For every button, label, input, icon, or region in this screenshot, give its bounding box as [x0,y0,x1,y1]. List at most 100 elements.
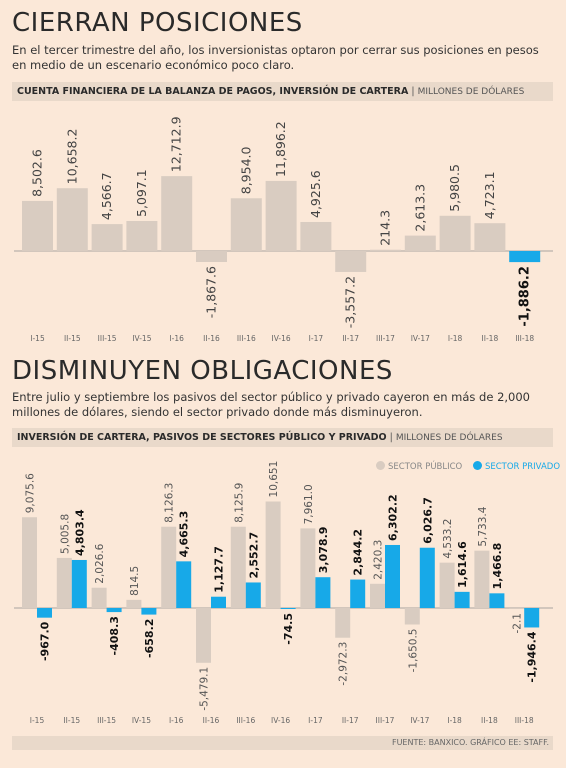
chart1-bar [230,198,262,251]
chart2-x-tick: I-15 [30,716,45,725]
chart2-data-label-private: -1,946.4 [526,631,539,683]
chart2-bar-private [315,577,331,608]
chart2-x-tick: IV-17 [410,716,429,725]
chart1-bar [126,220,158,251]
chart1-data-label: 8,954.0 [238,147,253,195]
chart1-plot: 8,502.6 I-15 10,658.2 II-15 4,566.7 III-15 5,0… [14,116,553,343]
chart2-data-label-public: -2,972.3 [338,642,350,686]
chart2-bar-private [106,608,122,613]
chart2-header-separator: | [389,432,396,443]
legend-dot-private [472,461,482,470]
chart2-bar-public [404,608,420,625]
chart1-x-tick: III-15 [98,334,117,343]
chart2-data-label-private: 2,552.7 [247,532,260,579]
chart1-data-label: 5,980.5 [447,164,462,212]
chart2-bar-public [265,501,281,608]
chart2-data-label-private: 6,026.7 [421,497,434,544]
chart1-bar [161,176,193,251]
chart2-bar-private [524,608,540,628]
chart1-data-label: 4,566.7 [99,172,114,220]
chart2-bar-public [230,526,246,608]
chart1-x-tick: II-16 [203,334,220,343]
chart2-bar-public [161,526,177,608]
chart2-legend: Sector público Sector privado [376,461,566,472]
chart2-bar-private [454,591,470,608]
chart1-header-separator: | [411,86,418,97]
chart1-data-label: 214.3 [378,210,393,246]
chart1-bar [370,249,401,251]
chart2-x-tick: IV-16 [271,716,290,725]
chart2-bar-private [350,579,366,608]
chart1-bar [56,188,88,251]
chart2-x-tick: IV-15 [132,716,151,725]
chart2-x-tick: III-15 [97,716,116,725]
source-footer: FUENTE: BANXICO. GRÁFICO EE: STAFF. [12,736,553,750]
chart2-bar-private [141,608,157,615]
chart1-header: Cuenta financiera de la balanza de pagos… [12,82,553,101]
chart1-bar [91,224,123,251]
chart2-data-label-public: 5,005.8 [59,514,71,554]
chart2-x-tick: I-17 [308,716,323,725]
chart2-x-tick: II-15 [63,716,80,725]
chart1-data-label: 8,502.6 [30,149,45,197]
chart1-data-label: 5,097.1 [134,169,149,217]
chart2-bar-public [370,583,385,608]
chart2-x-tick: I-16 [169,716,184,725]
chart1-x-tick: I-17 [309,334,324,343]
chart1-data-label: 2,613.3 [412,184,427,232]
chart2-data-label-private: -408.3 [108,616,121,655]
chart2-x-tick: III-18 [515,716,534,725]
chart2-data-label-public: 4,533.2 [442,519,454,559]
chart2-data-label-private: 1,466.8 [491,543,504,590]
chart1-data-label: -1,886.2 [518,266,533,327]
chart2-bar-public [509,608,525,609]
chart1-data-label: 12,712.9 [169,116,184,172]
chart1-data-label: 4,723.1 [482,171,497,219]
chart2-data-label-public: 2,026.6 [94,543,106,583]
chart2-header-unit: Millones de dólares [395,433,503,443]
legend-item-public: Sector público [376,461,462,472]
chart1-bar [439,215,471,251]
chart1-title: CIERRAN POSICIONES [12,8,303,38]
chart1-x-tick: III-18 [515,334,534,343]
chart1-x-tick: II-15 [64,334,81,343]
chart1-bar [265,180,297,251]
chart1-x-tick: IV-17 [411,334,430,343]
chart2-bar-public [22,517,37,608]
chart1-header-unit: Millones de dólares [417,87,525,97]
chart2-header-title: Inversión de cartera, pasivos de sectore… [17,432,387,443]
chart1-x-tick: I-16 [169,334,184,343]
chart2-bar-private [489,593,505,608]
chart2-data-label-public: -2.1 [512,613,524,634]
chart2-data-label-private: 3,078.9 [317,527,330,574]
chart1-header-title: Cuenta financiera de la balanza de pagos… [17,86,409,97]
chart2-data-label-public: 9,075.6 [25,473,37,513]
chart2-bar-private [419,547,435,608]
chart2-data-label-public: 5,733.4 [477,506,489,546]
chart2-data-label-private: -74.5 [282,613,295,645]
chart2-data-label-private: 1,127.7 [213,546,226,593]
chart2-x-tick: II-17 [342,716,359,725]
chart1-x-tick: II-17 [342,334,359,343]
chart1-data-label: 10,658.2 [64,129,79,185]
chart2-bar-public [474,550,490,608]
chart2-bar-public [56,557,72,608]
chart2-data-label-public: 2,420.3 [373,540,385,580]
chart2-data-label-private: -967.0 [39,621,52,661]
chart2-x-tick: II-18 [481,716,498,725]
legend-label-private: Sector privado [484,462,561,472]
chart1-bar [509,251,541,263]
chart2-data-label-public: -5,479.1 [199,667,211,711]
chart2-bar-private [245,582,261,608]
chart1-x-tick: IV-16 [272,334,291,343]
chart1-x-tick: III-17 [376,334,395,343]
chart1-data-label: -3,557.2 [343,276,358,328]
chart1-x-tick: I-18 [448,334,463,343]
chart2-bar-public [335,608,351,638]
chart2-x-tick: II-16 [203,716,220,725]
chart2-bar-public [126,599,142,608]
chart2-data-label-public: 8,125.9 [233,483,245,523]
legend-label-public: Sector público [388,462,463,472]
chart2-bar-private [211,596,226,608]
chart2-x-tick: III-17 [376,716,395,725]
